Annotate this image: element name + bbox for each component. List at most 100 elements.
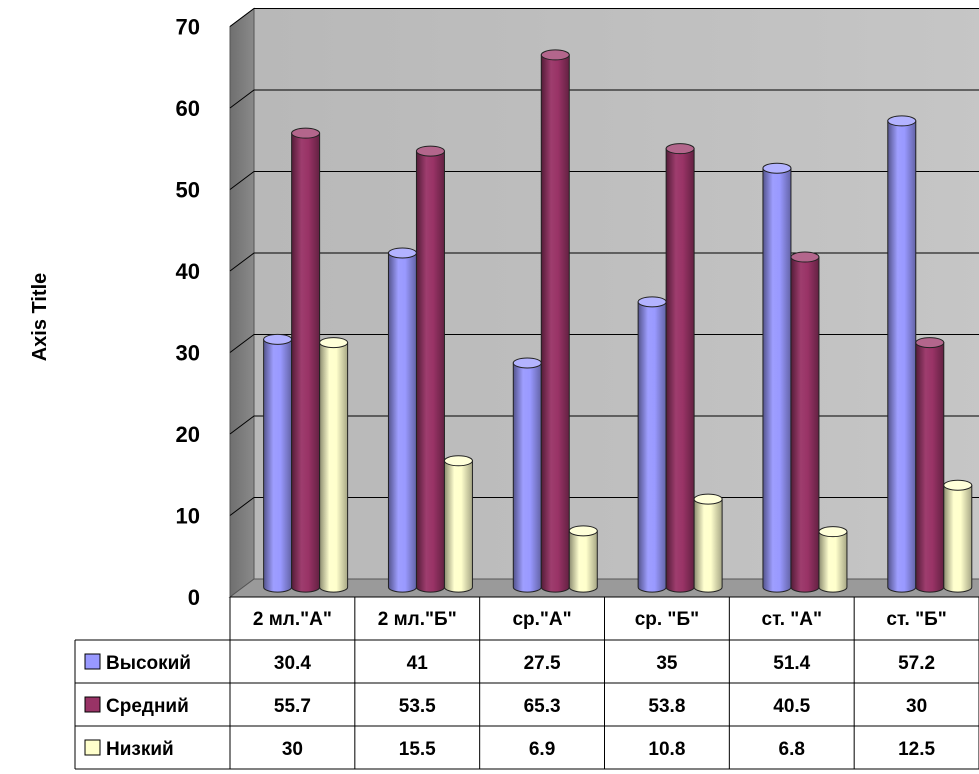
category-label: ср."А" <box>512 609 571 630</box>
bar-cap <box>387 247 417 259</box>
bar <box>319 337 349 593</box>
gridline <box>229 415 979 435</box>
bar-body <box>415 150 445 593</box>
bar <box>512 357 542 593</box>
table-cell: 41 <box>407 653 429 674</box>
bar <box>443 455 473 593</box>
bar-cap <box>790 251 820 263</box>
table-cell: 55.7 <box>274 696 311 717</box>
bar-cap <box>818 526 848 538</box>
side-wall <box>229 7 255 598</box>
gridline <box>229 8 979 27</box>
bar-cap <box>263 333 293 345</box>
bar-body <box>443 460 473 593</box>
bar-cap <box>943 479 973 491</box>
bar-cap <box>319 337 349 349</box>
bar-cap <box>540 49 570 61</box>
bar <box>665 143 695 593</box>
y-tick-label: 0 <box>188 585 200 610</box>
gridline <box>229 334 979 353</box>
bar-body <box>263 338 293 593</box>
bars <box>263 49 973 593</box>
table-cell: 53.5 <box>399 696 436 717</box>
back-wall <box>253 8 979 580</box>
bar-body <box>887 120 917 593</box>
bar-cap <box>915 337 945 349</box>
legend-swatch <box>84 739 101 756</box>
table-cell: 30 <box>906 696 927 717</box>
bar <box>887 115 917 593</box>
bar-body <box>790 256 820 593</box>
bar <box>818 526 848 593</box>
gridline <box>229 497 979 516</box>
bar-body <box>637 301 667 593</box>
y-tick-labels: 0 10 20 30 40 50 60 70 <box>176 15 200 611</box>
bar-cap <box>693 493 723 505</box>
bar <box>540 49 570 593</box>
bar-body <box>693 498 723 593</box>
legend-label: Средний <box>106 696 189 717</box>
legend-swatch <box>84 653 101 670</box>
y-tick-label: 20 <box>176 422 200 447</box>
table-cell: 30 <box>282 739 303 760</box>
table-cell: 6.8 <box>779 739 805 760</box>
legend-label: Высокий <box>106 653 191 674</box>
gridline <box>229 89 979 109</box>
bar <box>568 525 598 593</box>
y-tick-label: 50 <box>176 178 200 203</box>
legend-label: Низкий <box>106 739 174 760</box>
y-tick-label: 70 <box>176 15 200 40</box>
bar <box>387 247 417 593</box>
bar-cap <box>568 525 598 537</box>
y-tick-label: 60 <box>176 96 200 121</box>
table-cell: 65.3 <box>524 696 561 717</box>
bar-cap <box>291 127 321 139</box>
bar-body <box>943 484 973 593</box>
category-label: ст. "Б" <box>886 609 946 630</box>
category-label: ср. "Б" <box>635 609 699 630</box>
bar-body <box>665 148 695 593</box>
table-cell: 35 <box>656 653 678 674</box>
bar-body <box>818 531 848 593</box>
category-label: 2 мл."Б" <box>378 609 457 630</box>
bar-body <box>291 132 321 593</box>
category-label: 2 мл."А" <box>253 609 332 630</box>
bar <box>637 296 667 593</box>
bar-cap <box>762 162 792 174</box>
table-cell: 40.5 <box>773 696 810 717</box>
plot-walls <box>228 7 979 598</box>
bar-body <box>568 530 598 593</box>
gridlines <box>229 8 979 516</box>
table-cell: 10.8 <box>648 739 685 760</box>
bar <box>915 337 945 593</box>
bar <box>790 251 820 593</box>
bar-body <box>915 342 945 593</box>
bar-body <box>540 54 570 593</box>
bar-cap <box>887 115 917 127</box>
y-tick-label: 30 <box>176 341 200 366</box>
bar <box>762 162 792 593</box>
bar-body <box>762 167 792 593</box>
bar <box>291 127 321 593</box>
category-label: ст. "А" <box>762 609 823 630</box>
table-cell: 51.4 <box>773 653 810 674</box>
bar-cap <box>637 296 667 308</box>
bar <box>263 333 293 593</box>
y-axis-label: Axis Title <box>29 273 51 362</box>
bar-cap <box>443 455 473 467</box>
y-tick-label: 10 <box>176 504 200 529</box>
gridline <box>229 171 979 190</box>
bar-body <box>387 252 417 593</box>
y-tick-label: 40 <box>176 259 200 284</box>
table-cell: 15.5 <box>399 739 436 760</box>
bar <box>415 145 445 593</box>
table-cell: 53.8 <box>648 696 685 717</box>
bar-cap <box>665 143 695 155</box>
table-cell: 30.4 <box>274 653 311 674</box>
bar-cap <box>512 357 542 369</box>
table-cell: 57.2 <box>898 653 935 674</box>
bar-cap <box>415 145 445 157</box>
bar-body <box>319 342 349 593</box>
bar <box>693 493 723 593</box>
